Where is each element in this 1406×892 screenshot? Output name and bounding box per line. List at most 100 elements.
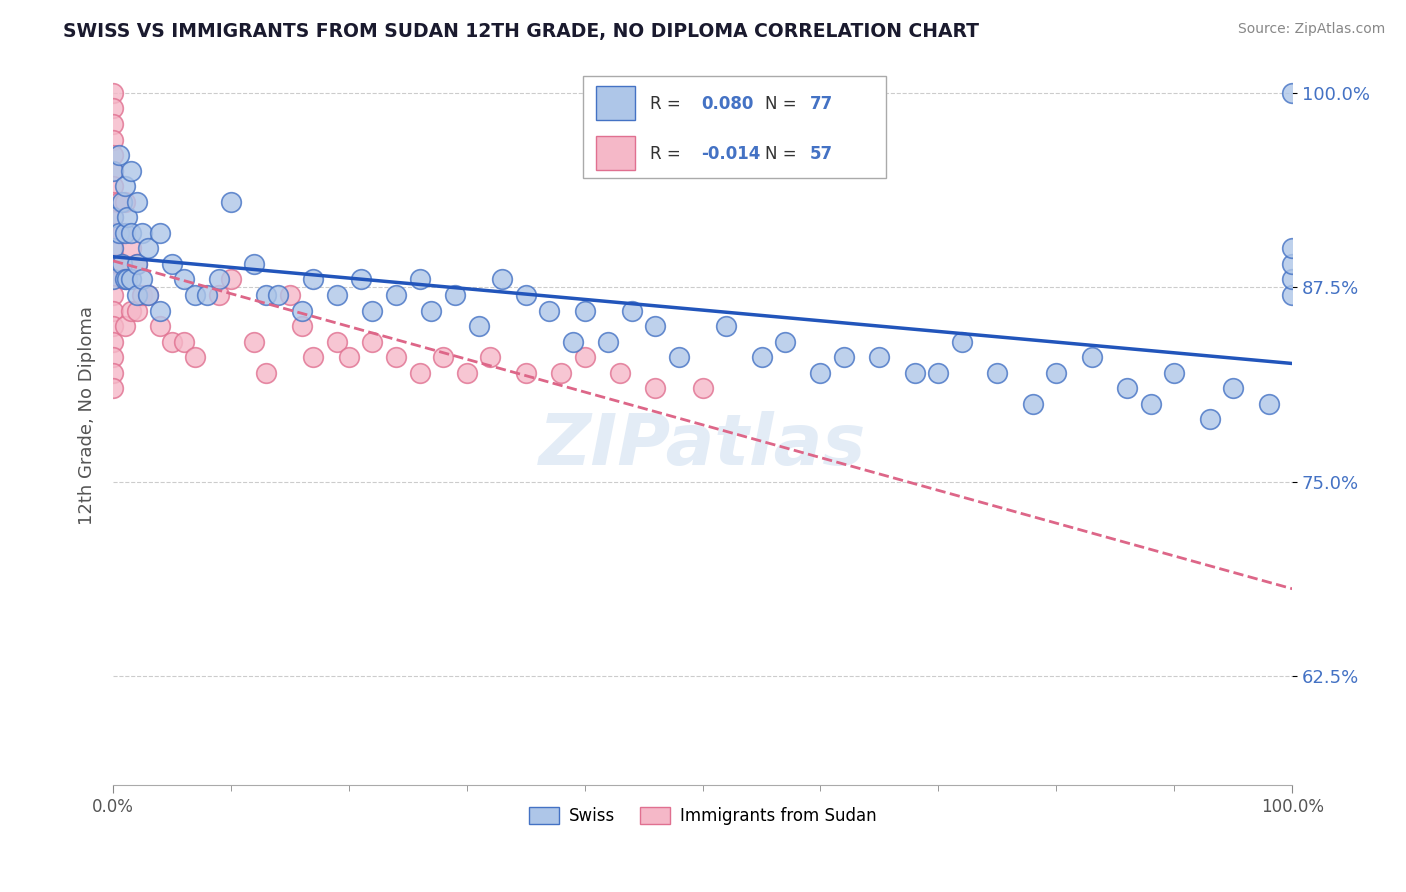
- Point: [120, 272, 142, 286]
- Point: [195, 288, 218, 302]
- Point: [361, 303, 384, 318]
- Point: [120, 303, 142, 318]
- Point: [101, 226, 124, 240]
- Text: ZIPatlas: ZIPatlas: [538, 410, 866, 480]
- Point: [361, 334, 384, 349]
- Point: [243, 257, 266, 271]
- Point: [208, 288, 231, 302]
- Point: [101, 350, 124, 364]
- Point: [160, 334, 183, 349]
- Text: N =: N =: [765, 145, 801, 162]
- Point: [101, 257, 124, 271]
- Point: [101, 179, 124, 194]
- Point: [149, 319, 172, 334]
- Point: [173, 334, 195, 349]
- Y-axis label: 12th Grade, No Diploma: 12th Grade, No Diploma: [79, 306, 96, 525]
- Text: 57: 57: [810, 145, 834, 162]
- Point: [120, 241, 142, 255]
- Point: [561, 334, 583, 349]
- Text: 0.080: 0.080: [702, 95, 754, 112]
- Point: [114, 272, 136, 286]
- Point: [598, 334, 620, 349]
- Point: [219, 194, 242, 209]
- Point: [986, 366, 1008, 380]
- Point: [432, 350, 454, 364]
- Point: [574, 303, 596, 318]
- Text: 77: 77: [810, 95, 834, 112]
- Point: [904, 366, 927, 380]
- Point: [136, 288, 159, 302]
- Point: [1257, 397, 1279, 411]
- Point: [326, 334, 349, 349]
- Point: [115, 211, 138, 225]
- Point: [101, 241, 124, 255]
- Text: R =: R =: [650, 95, 686, 112]
- Point: [111, 194, 134, 209]
- FancyBboxPatch shape: [596, 87, 636, 120]
- Point: [101, 241, 124, 255]
- Point: [574, 350, 596, 364]
- Text: -0.014: -0.014: [702, 145, 761, 162]
- Point: [125, 257, 148, 271]
- Point: [491, 272, 513, 286]
- Point: [114, 319, 136, 334]
- Point: [131, 272, 153, 286]
- Point: [385, 350, 408, 364]
- Point: [420, 303, 443, 318]
- Point: [108, 148, 131, 162]
- Point: [609, 366, 631, 380]
- Point: [111, 226, 134, 240]
- Point: [773, 334, 796, 349]
- Point: [444, 288, 467, 302]
- Point: [149, 303, 172, 318]
- Point: [1281, 86, 1303, 100]
- Point: [131, 226, 153, 240]
- Text: Source: ZipAtlas.com: Source: ZipAtlas.com: [1237, 22, 1385, 37]
- Point: [101, 272, 124, 286]
- Point: [114, 226, 136, 240]
- Point: [101, 272, 124, 286]
- Point: [267, 288, 290, 302]
- Point: [101, 102, 124, 116]
- Point: [208, 272, 231, 286]
- Point: [136, 288, 159, 302]
- Point: [620, 303, 643, 318]
- Point: [108, 226, 131, 240]
- Point: [479, 350, 502, 364]
- Point: [101, 132, 124, 146]
- Point: [302, 350, 325, 364]
- Point: [114, 194, 136, 209]
- FancyBboxPatch shape: [583, 76, 886, 178]
- Point: [101, 366, 124, 380]
- Point: [349, 272, 371, 286]
- Point: [101, 148, 124, 162]
- Point: [692, 381, 714, 395]
- Point: [173, 272, 195, 286]
- Point: [101, 334, 124, 349]
- FancyBboxPatch shape: [596, 136, 636, 170]
- Point: [1222, 381, 1244, 395]
- Point: [101, 194, 124, 209]
- Text: R =: R =: [650, 145, 686, 162]
- Point: [101, 117, 124, 131]
- Point: [125, 257, 148, 271]
- Point: [125, 288, 148, 302]
- Point: [125, 194, 148, 209]
- Point: [1022, 397, 1045, 411]
- Point: [1045, 366, 1067, 380]
- Point: [950, 334, 973, 349]
- Point: [456, 366, 478, 380]
- Point: [101, 319, 124, 334]
- Point: [1139, 397, 1161, 411]
- Point: [101, 381, 124, 395]
- Point: [114, 272, 136, 286]
- Point: [1163, 366, 1185, 380]
- Point: [644, 319, 666, 334]
- Point: [101, 303, 124, 318]
- Point: [111, 257, 134, 271]
- Point: [254, 288, 277, 302]
- Text: N =: N =: [765, 95, 801, 112]
- Point: [927, 366, 949, 380]
- Point: [538, 303, 561, 318]
- Point: [243, 334, 266, 349]
